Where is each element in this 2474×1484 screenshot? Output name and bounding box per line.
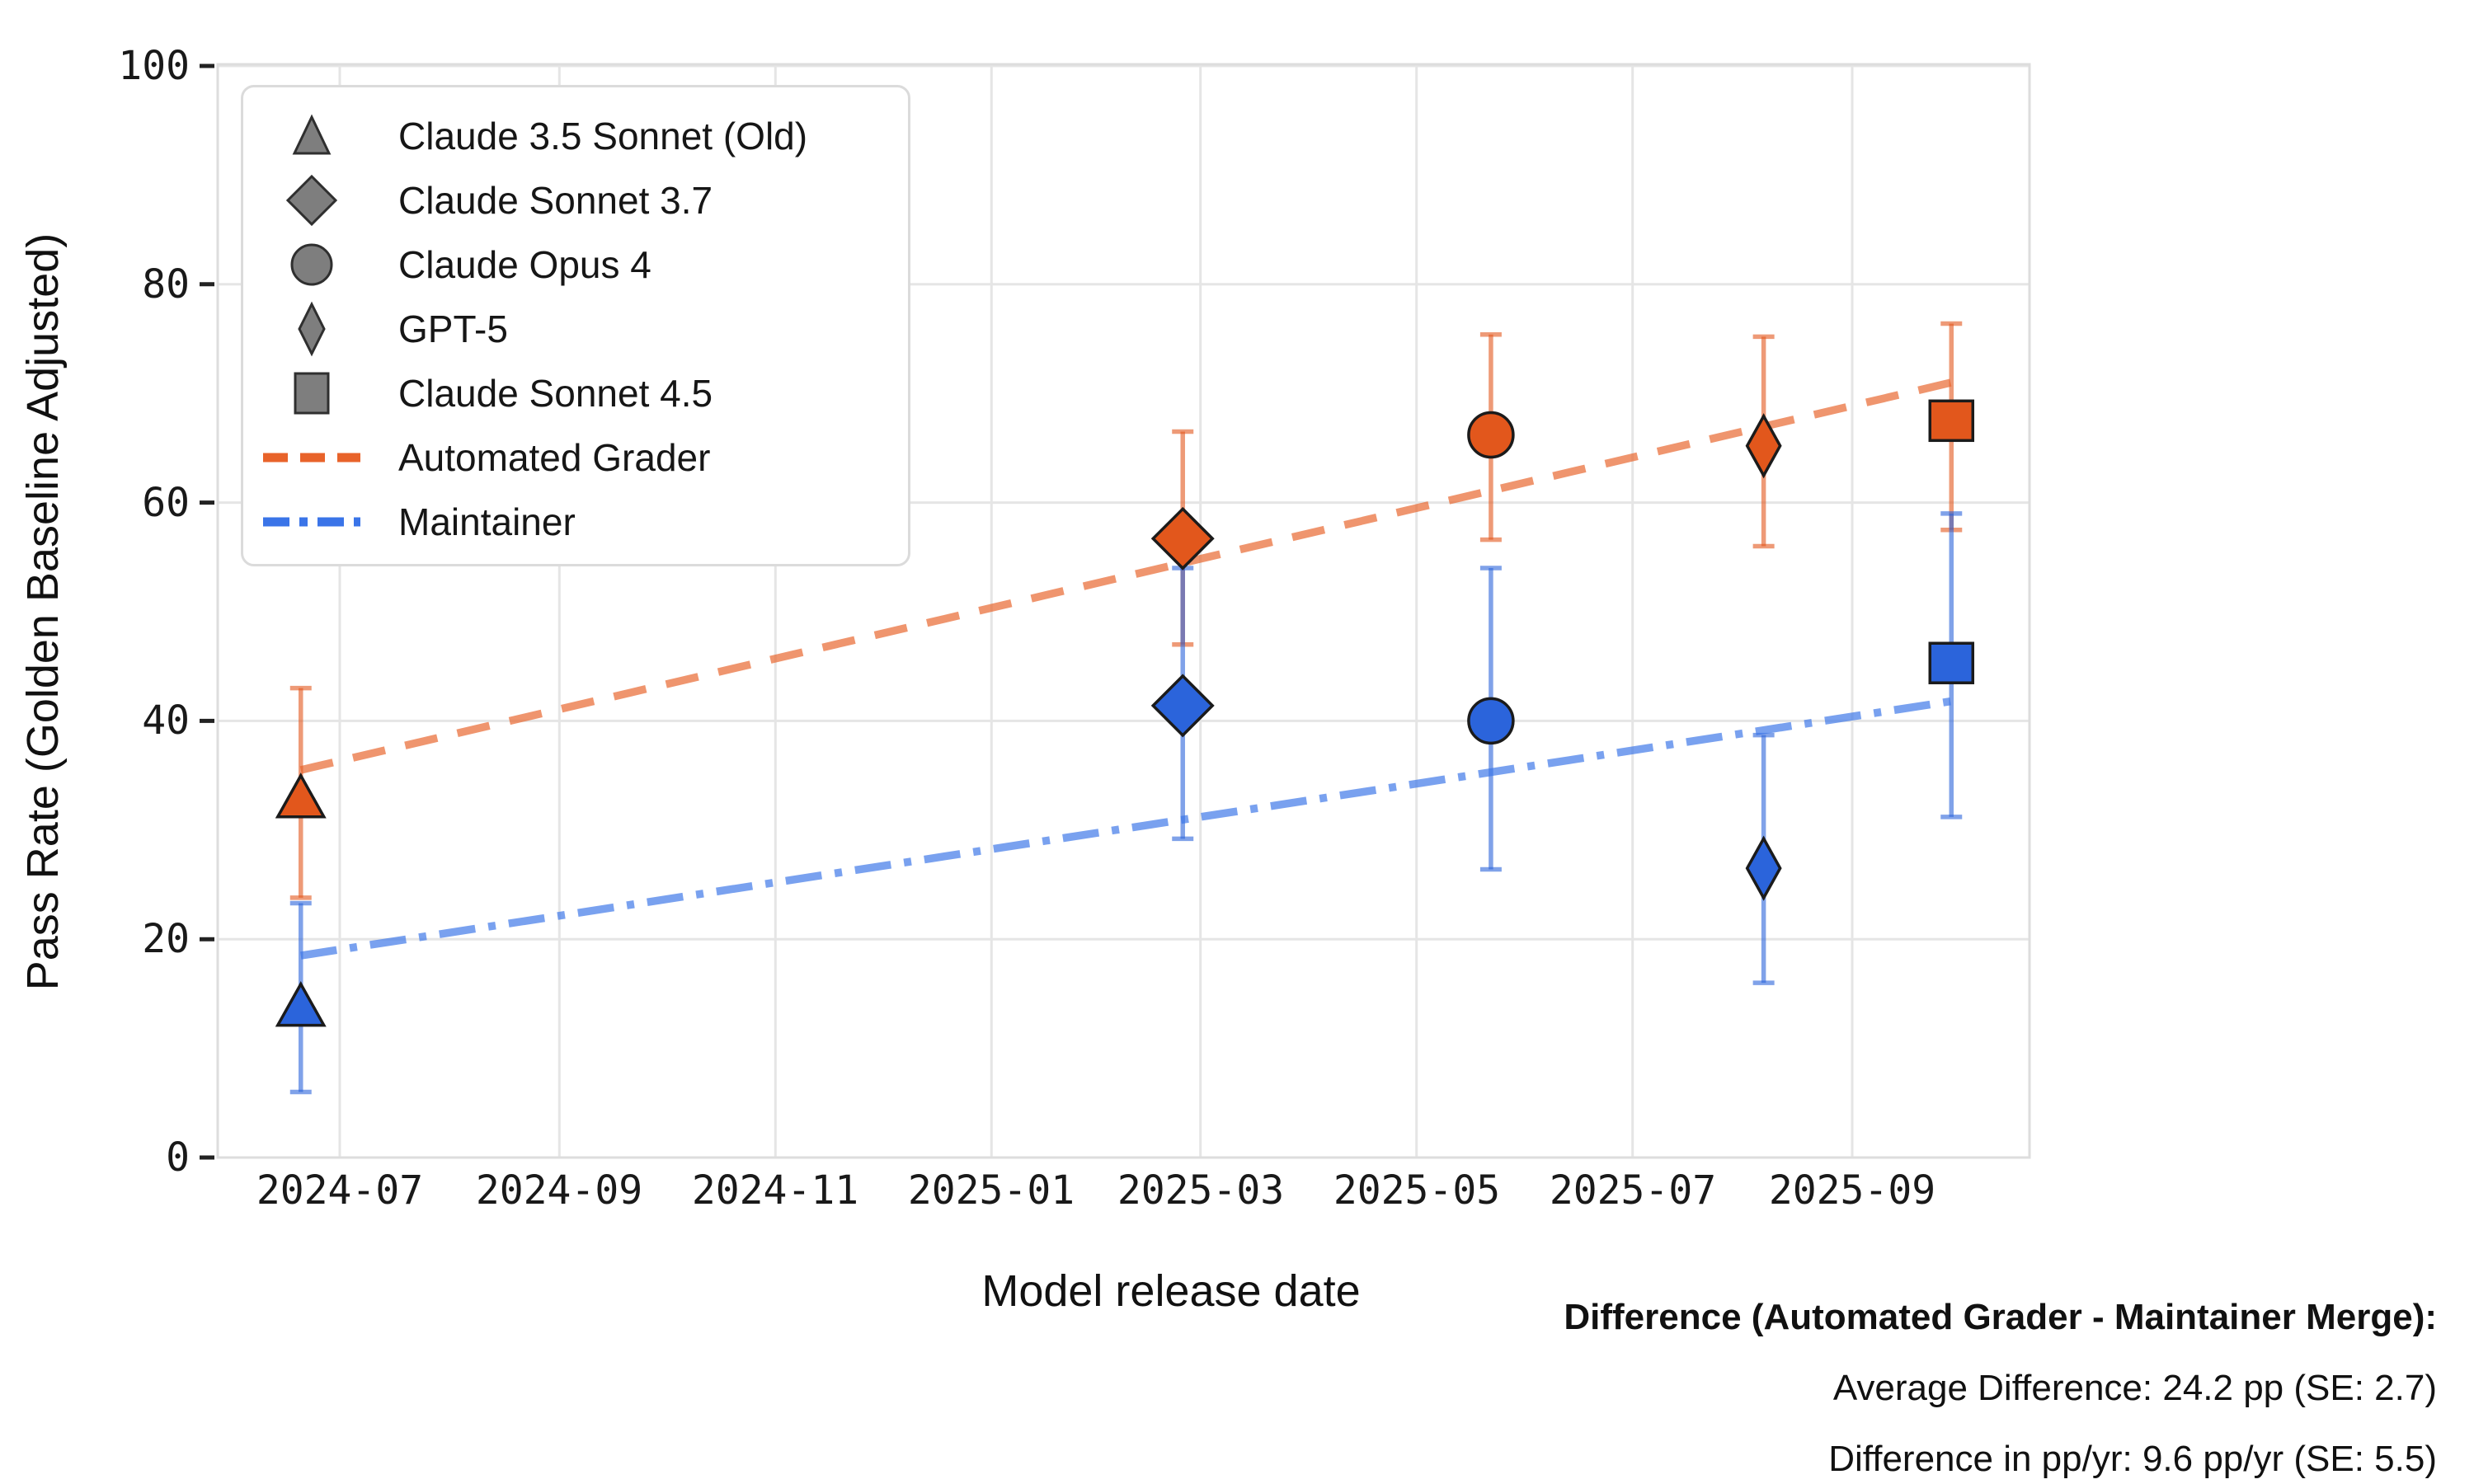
marker-automated-grader-claude-sonnet-3-7 xyxy=(1150,506,1215,571)
plot-border xyxy=(216,63,2031,1159)
dashed-line-icon xyxy=(263,453,360,463)
y-tick-label: 0 xyxy=(166,1134,190,1181)
x-tick-label: 2025-07 xyxy=(1549,1167,1717,1214)
legend-label: Claude 3.5 Sonnet (Old) xyxy=(398,115,808,157)
dashdot-line-icon xyxy=(263,517,360,527)
triangle-marker-icon xyxy=(292,114,332,155)
x-tick-label: 2025-09 xyxy=(1768,1167,1936,1214)
marker-maintainer-gpt-5 xyxy=(1745,835,1782,901)
diamond-marker-icon xyxy=(285,174,338,227)
y-axis-title: Pass Rate (Golden Baseline Adjusted) xyxy=(18,232,68,991)
annotation-title: Difference (Automated Grader - Maintaine… xyxy=(1564,1297,2437,1337)
square-marker-icon xyxy=(294,372,330,415)
x-tick-label: 2025-03 xyxy=(1117,1167,1285,1214)
legend-label: Maintainer xyxy=(398,500,576,543)
y-tick-label: 80 xyxy=(142,261,190,308)
legend-label: Claude Sonnet 4.5 xyxy=(398,372,713,415)
legend-label: Automated Grader xyxy=(398,436,711,479)
legend: Claude 3.5 Sonnet (Old) Claude Sonnet 3.… xyxy=(241,85,910,566)
marker-automated-grader-claude-opus-4 xyxy=(1467,411,1515,459)
thin-diamond-marker-icon xyxy=(298,301,326,357)
legend-entry: Maintainer xyxy=(252,490,900,554)
legend-label: Claude Sonnet 3.7 xyxy=(398,179,713,222)
difference-annotation: Difference (Automated Grader - Maintaine… xyxy=(1564,1296,2437,1484)
legend-label: GPT-5 xyxy=(398,308,508,350)
y-tick-label: 40 xyxy=(142,697,190,744)
x-tick-label: 2025-01 xyxy=(907,1167,1075,1214)
circle-marker-icon xyxy=(290,243,333,286)
marker-maintainer-claude-3-5-sonnet-old- xyxy=(275,981,327,1027)
trendline-automated-grader xyxy=(299,378,1953,774)
x-tick-label: 2025-05 xyxy=(1333,1167,1501,1214)
y-tick-label: 60 xyxy=(142,480,190,526)
legend-label: Claude Opus 4 xyxy=(398,243,651,286)
annotation-average-difference: Average Difference: 24.2 pp (SE: 2.7) xyxy=(1832,1368,2437,1408)
x-axis-title: Model release date xyxy=(981,1266,1361,1316)
y-tick-label: 100 xyxy=(118,43,190,89)
x-tick-label: 2024-09 xyxy=(475,1167,643,1214)
x-tick-label: 2024-11 xyxy=(691,1167,859,1214)
legend-entry: GPT-5 xyxy=(252,297,900,361)
trendline-maintainer xyxy=(300,697,1952,960)
legend-entry: Claude Opus 4 xyxy=(252,232,900,297)
marker-maintainer-claude-sonnet-4-5 xyxy=(1928,641,1975,684)
marker-automated-grader-claude-sonnet-4-5 xyxy=(1928,399,1975,443)
y-tick-label: 20 xyxy=(142,916,190,962)
legend-entry: Claude 3.5 Sonnet (Old) xyxy=(252,104,900,168)
marker-maintainer-claude-sonnet-3-7 xyxy=(1150,674,1215,738)
marker-maintainer-claude-opus-4 xyxy=(1467,697,1515,745)
marker-automated-grader-gpt-5 xyxy=(1745,413,1782,479)
legend-entry: Claude Sonnet 4.5 xyxy=(252,361,900,425)
legend-entry: Automated Grader xyxy=(252,425,900,490)
legend-entry: Claude Sonnet 3.7 xyxy=(252,168,900,232)
annotation-slope-difference: Difference in pp/yr: 9.6 pp/yr (SE: 5.5) xyxy=(1828,1439,2437,1479)
marker-automated-grader-claude-3-5-sonnet-old- xyxy=(275,773,327,819)
x-tick-label: 2024-07 xyxy=(256,1167,424,1214)
